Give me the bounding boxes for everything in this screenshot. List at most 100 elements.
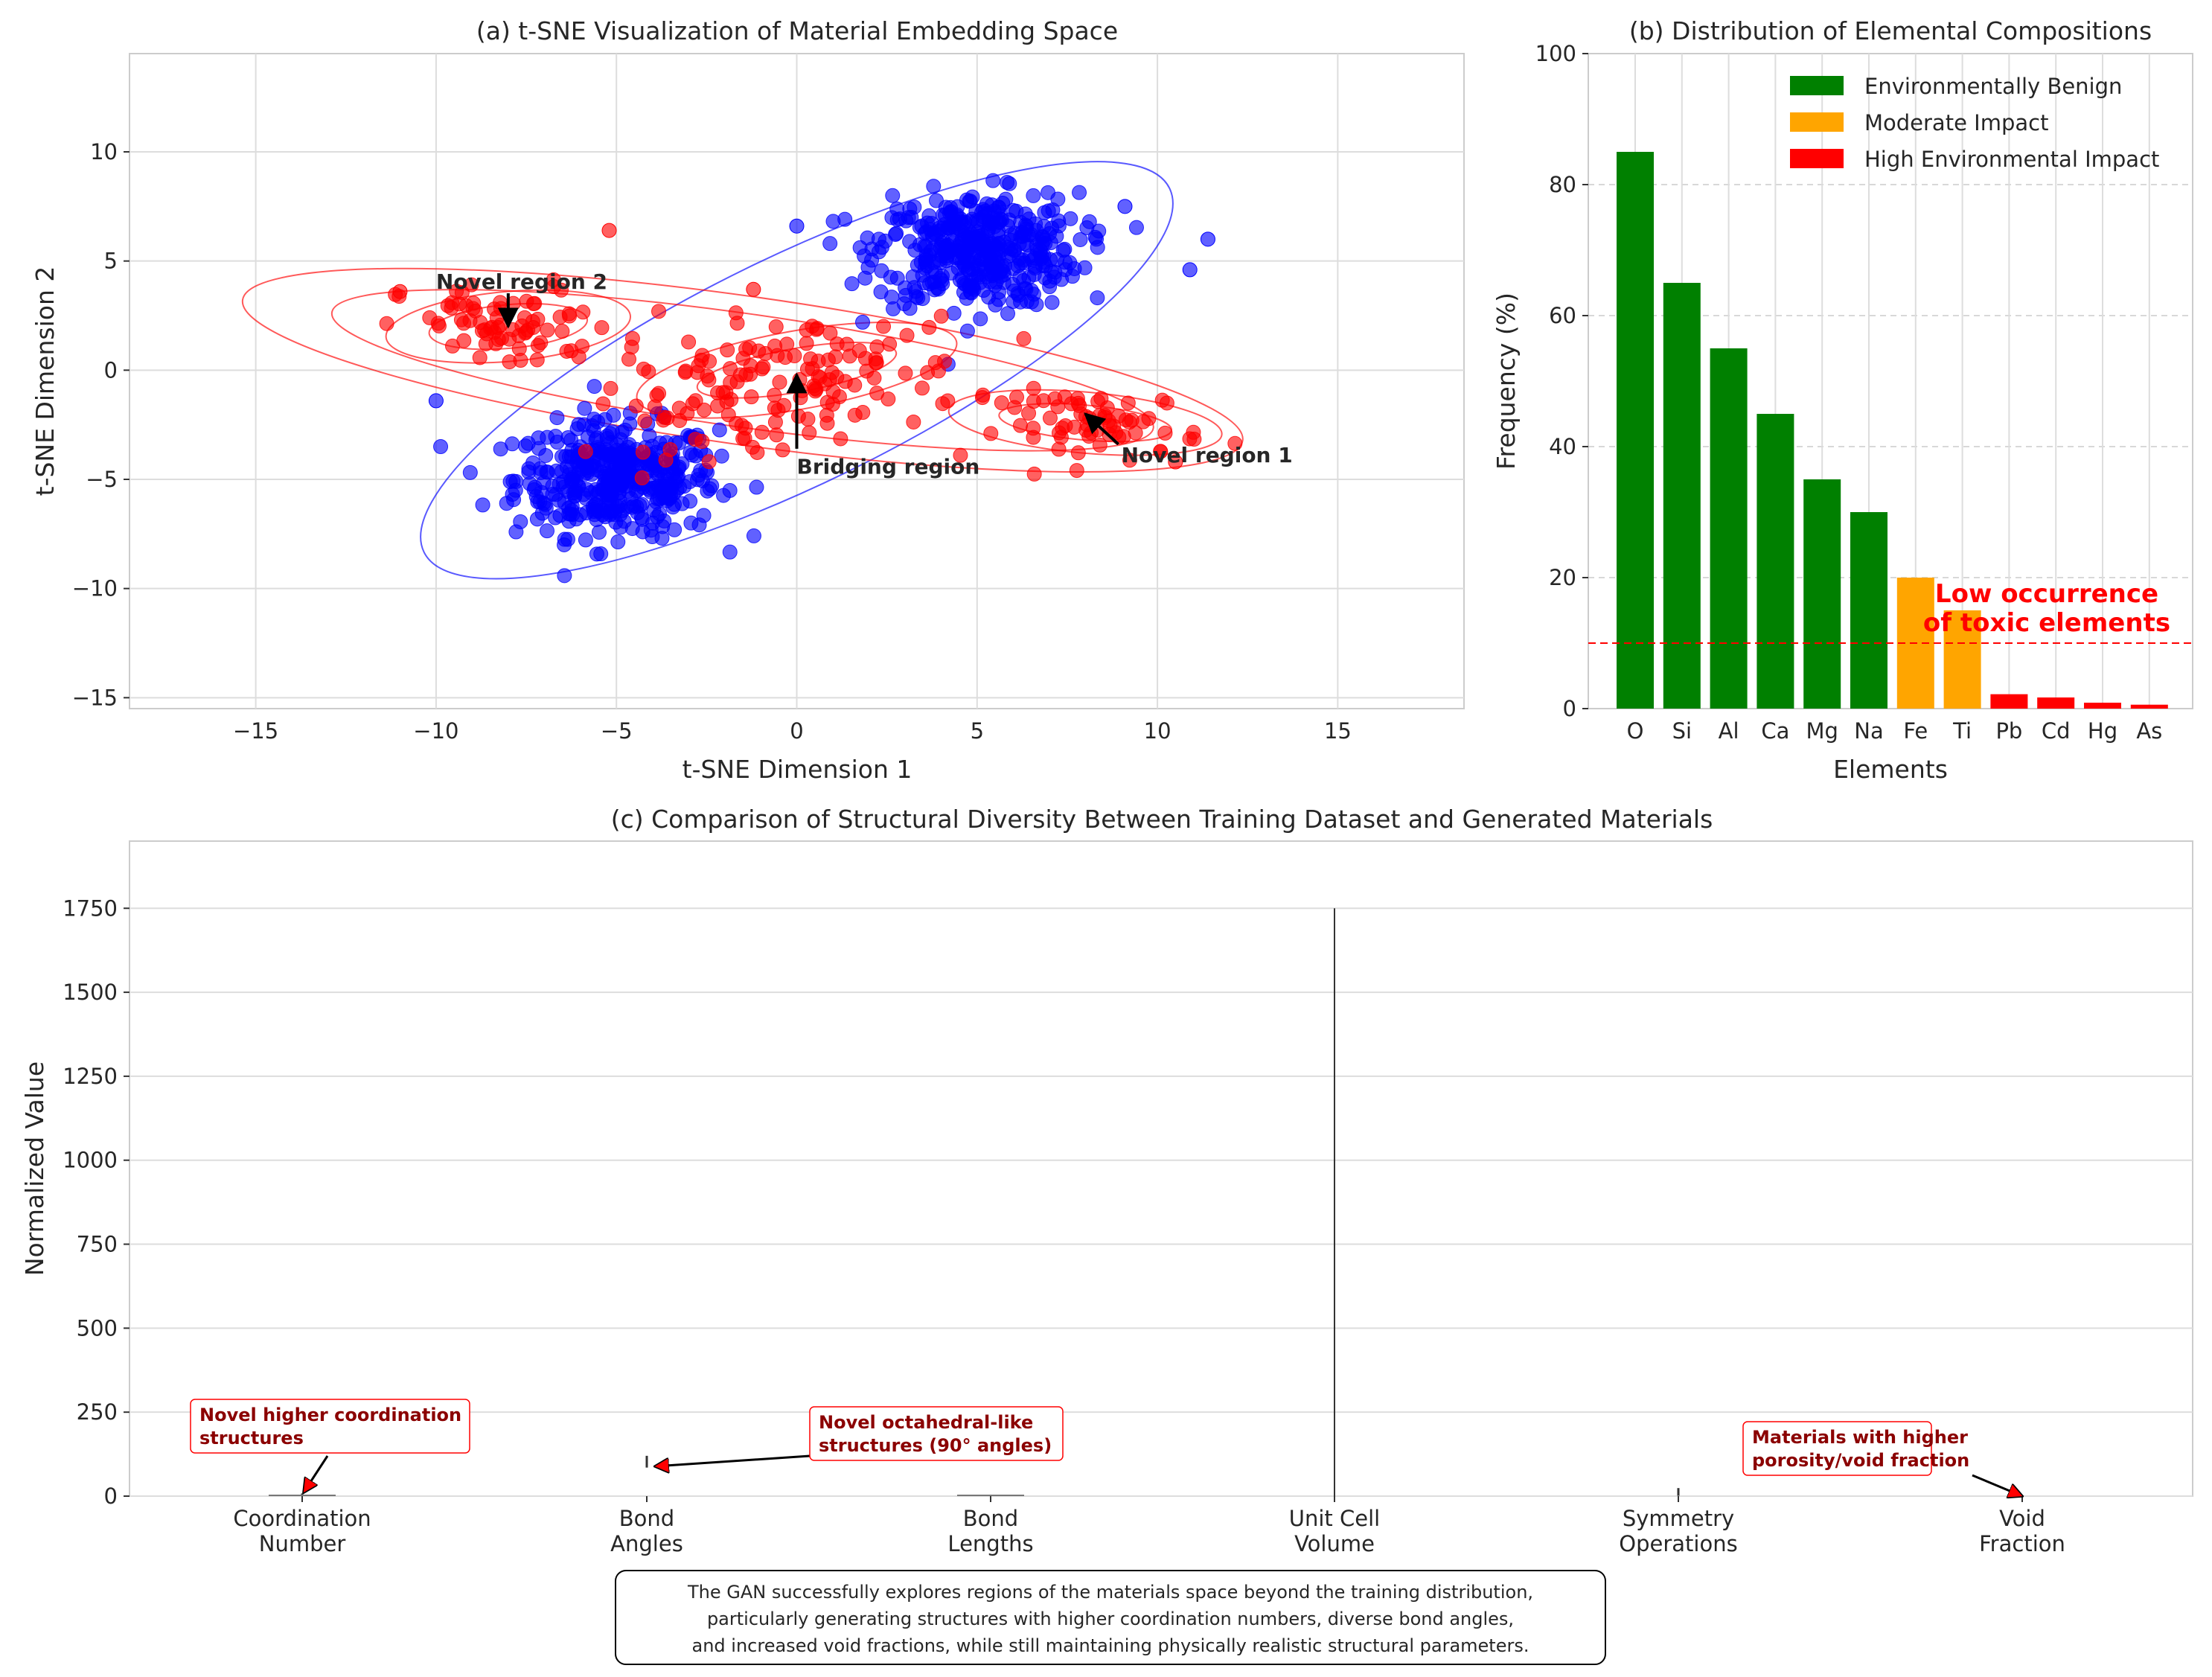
generated-point	[519, 293, 534, 309]
training-point	[985, 173, 1001, 188]
elements-y-tick-label: 60	[1549, 303, 1576, 328]
training-point	[493, 441, 508, 457]
training-point	[1090, 290, 1105, 306]
training-point	[508, 524, 524, 540]
diversity-annotation-label: Novel octahedral-like	[819, 1412, 1033, 1433]
training-point	[926, 179, 942, 194]
training-point	[934, 268, 950, 284]
generated-point	[767, 338, 783, 354]
training-point	[612, 493, 627, 509]
generated-point	[478, 336, 493, 351]
legend-label: High Environmental Impact	[1864, 147, 2159, 172]
training-point	[655, 519, 671, 534]
diversity-annotation-arrow	[304, 1455, 329, 1492]
generated-point	[561, 306, 577, 322]
training-point	[561, 500, 577, 516]
generated-point	[767, 400, 782, 416]
generated-point	[647, 399, 662, 415]
generated-point	[554, 324, 570, 339]
generated-point	[595, 396, 611, 412]
training-point	[837, 211, 853, 227]
tsne-y-tick-label: −5	[86, 467, 118, 492]
diversity-annotation-label: structures (90° angles)	[819, 1435, 1052, 1456]
generated-point	[603, 380, 618, 396]
element-bar-cd	[2037, 697, 2075, 709]
tsne-x-tick-label: 5	[971, 718, 984, 744]
generated-point	[1007, 400, 1023, 415]
generated-point	[799, 336, 814, 351]
tsne-x-tick-label: −10	[413, 718, 458, 744]
diversity-x-ticks: CoordinationNumberBondAnglesBondLengthsU…	[233, 1496, 2065, 1556]
diversity-x-tick-label: Angles	[610, 1531, 683, 1556]
generated-point	[517, 310, 532, 325]
generated-contour	[636, 322, 958, 419]
training-point	[873, 284, 889, 300]
training-point	[539, 523, 554, 539]
training-point	[502, 474, 518, 490]
tsne-grid	[130, 54, 1464, 709]
generated-point	[899, 328, 915, 343]
legend-swatch	[1790, 76, 1844, 95]
training-point	[898, 213, 914, 229]
elements-title: (b) Distribution of Elemental Compositio…	[1629, 16, 2152, 45]
tsne-x-axis-label: t-SNE Dimension 1	[683, 755, 912, 784]
elements-legend: Environmentally Benign Moderate Impact Hig…	[1790, 74, 2159, 172]
tsne-x-tick-label: 10	[1144, 718, 1171, 744]
training-point	[746, 528, 761, 543]
training-point	[1073, 231, 1088, 247]
elements-x-tick-label: Ca	[1761, 718, 1789, 744]
generated-point	[819, 415, 835, 431]
generated-point	[1122, 415, 1137, 430]
generated-point	[1168, 454, 1183, 470]
generated-point	[811, 354, 826, 369]
training-point	[1011, 287, 1026, 303]
training-point	[616, 514, 632, 529]
generated-point	[493, 295, 508, 310]
generated-point	[792, 371, 808, 387]
diversity-x-tick-label: Operations	[1619, 1531, 1737, 1556]
generated-point	[822, 325, 838, 341]
training-point	[586, 504, 602, 520]
elements-y-tick-label: 40	[1549, 434, 1576, 459]
diversity-grid	[130, 907, 2193, 1497]
diversity-y-tick-label: 1750	[63, 895, 118, 921]
training-point	[1042, 273, 1058, 289]
training-point	[1036, 248, 1052, 263]
summary-text-line: and increased void fractions, while stil…	[692, 1635, 1529, 1656]
generated-point	[729, 374, 745, 389]
generated-point	[634, 470, 650, 486]
elements-x-tick-label: Pb	[1995, 718, 2022, 744]
generated-point	[662, 441, 678, 457]
tsne-y-tick-label: 5	[104, 249, 118, 274]
training-point	[946, 305, 962, 321]
training-point	[912, 220, 927, 235]
generated-point	[787, 348, 802, 364]
training-point	[988, 297, 1003, 313]
training-point	[586, 412, 602, 427]
generated-point	[847, 407, 863, 423]
training-point	[1036, 219, 1052, 234]
element-bar-na	[1850, 512, 1887, 709]
training-point	[722, 544, 738, 560]
training-point	[1182, 262, 1198, 278]
generated-point	[701, 454, 717, 470]
diversity-x-tick-label: Symmetry	[1623, 1506, 1734, 1531]
training-point	[855, 314, 871, 330]
generated-point	[710, 398, 726, 414]
elements-x-tick-label: Fe	[1903, 718, 1928, 744]
generated-point	[898, 365, 913, 381]
tsne-y-tick-label: 10	[90, 139, 118, 164]
generated-point	[444, 295, 460, 310]
diversity-annotation-label: porosity/void fraction	[1752, 1450, 1969, 1471]
diversity-annotations: Novel higher coordination structures Novel…	[190, 1399, 2022, 1496]
generated-point	[1099, 400, 1115, 415]
generated-point	[575, 304, 591, 320]
training-point	[954, 231, 970, 247]
tsne-y-tick-label: 0	[104, 357, 118, 383]
training-point	[549, 487, 564, 502]
generated-point	[559, 343, 575, 359]
tsne-annotation-label: Novel region 2	[436, 269, 607, 294]
tsne-annotation-arrow	[1084, 412, 1119, 446]
element-bar-al	[1710, 348, 1748, 709]
